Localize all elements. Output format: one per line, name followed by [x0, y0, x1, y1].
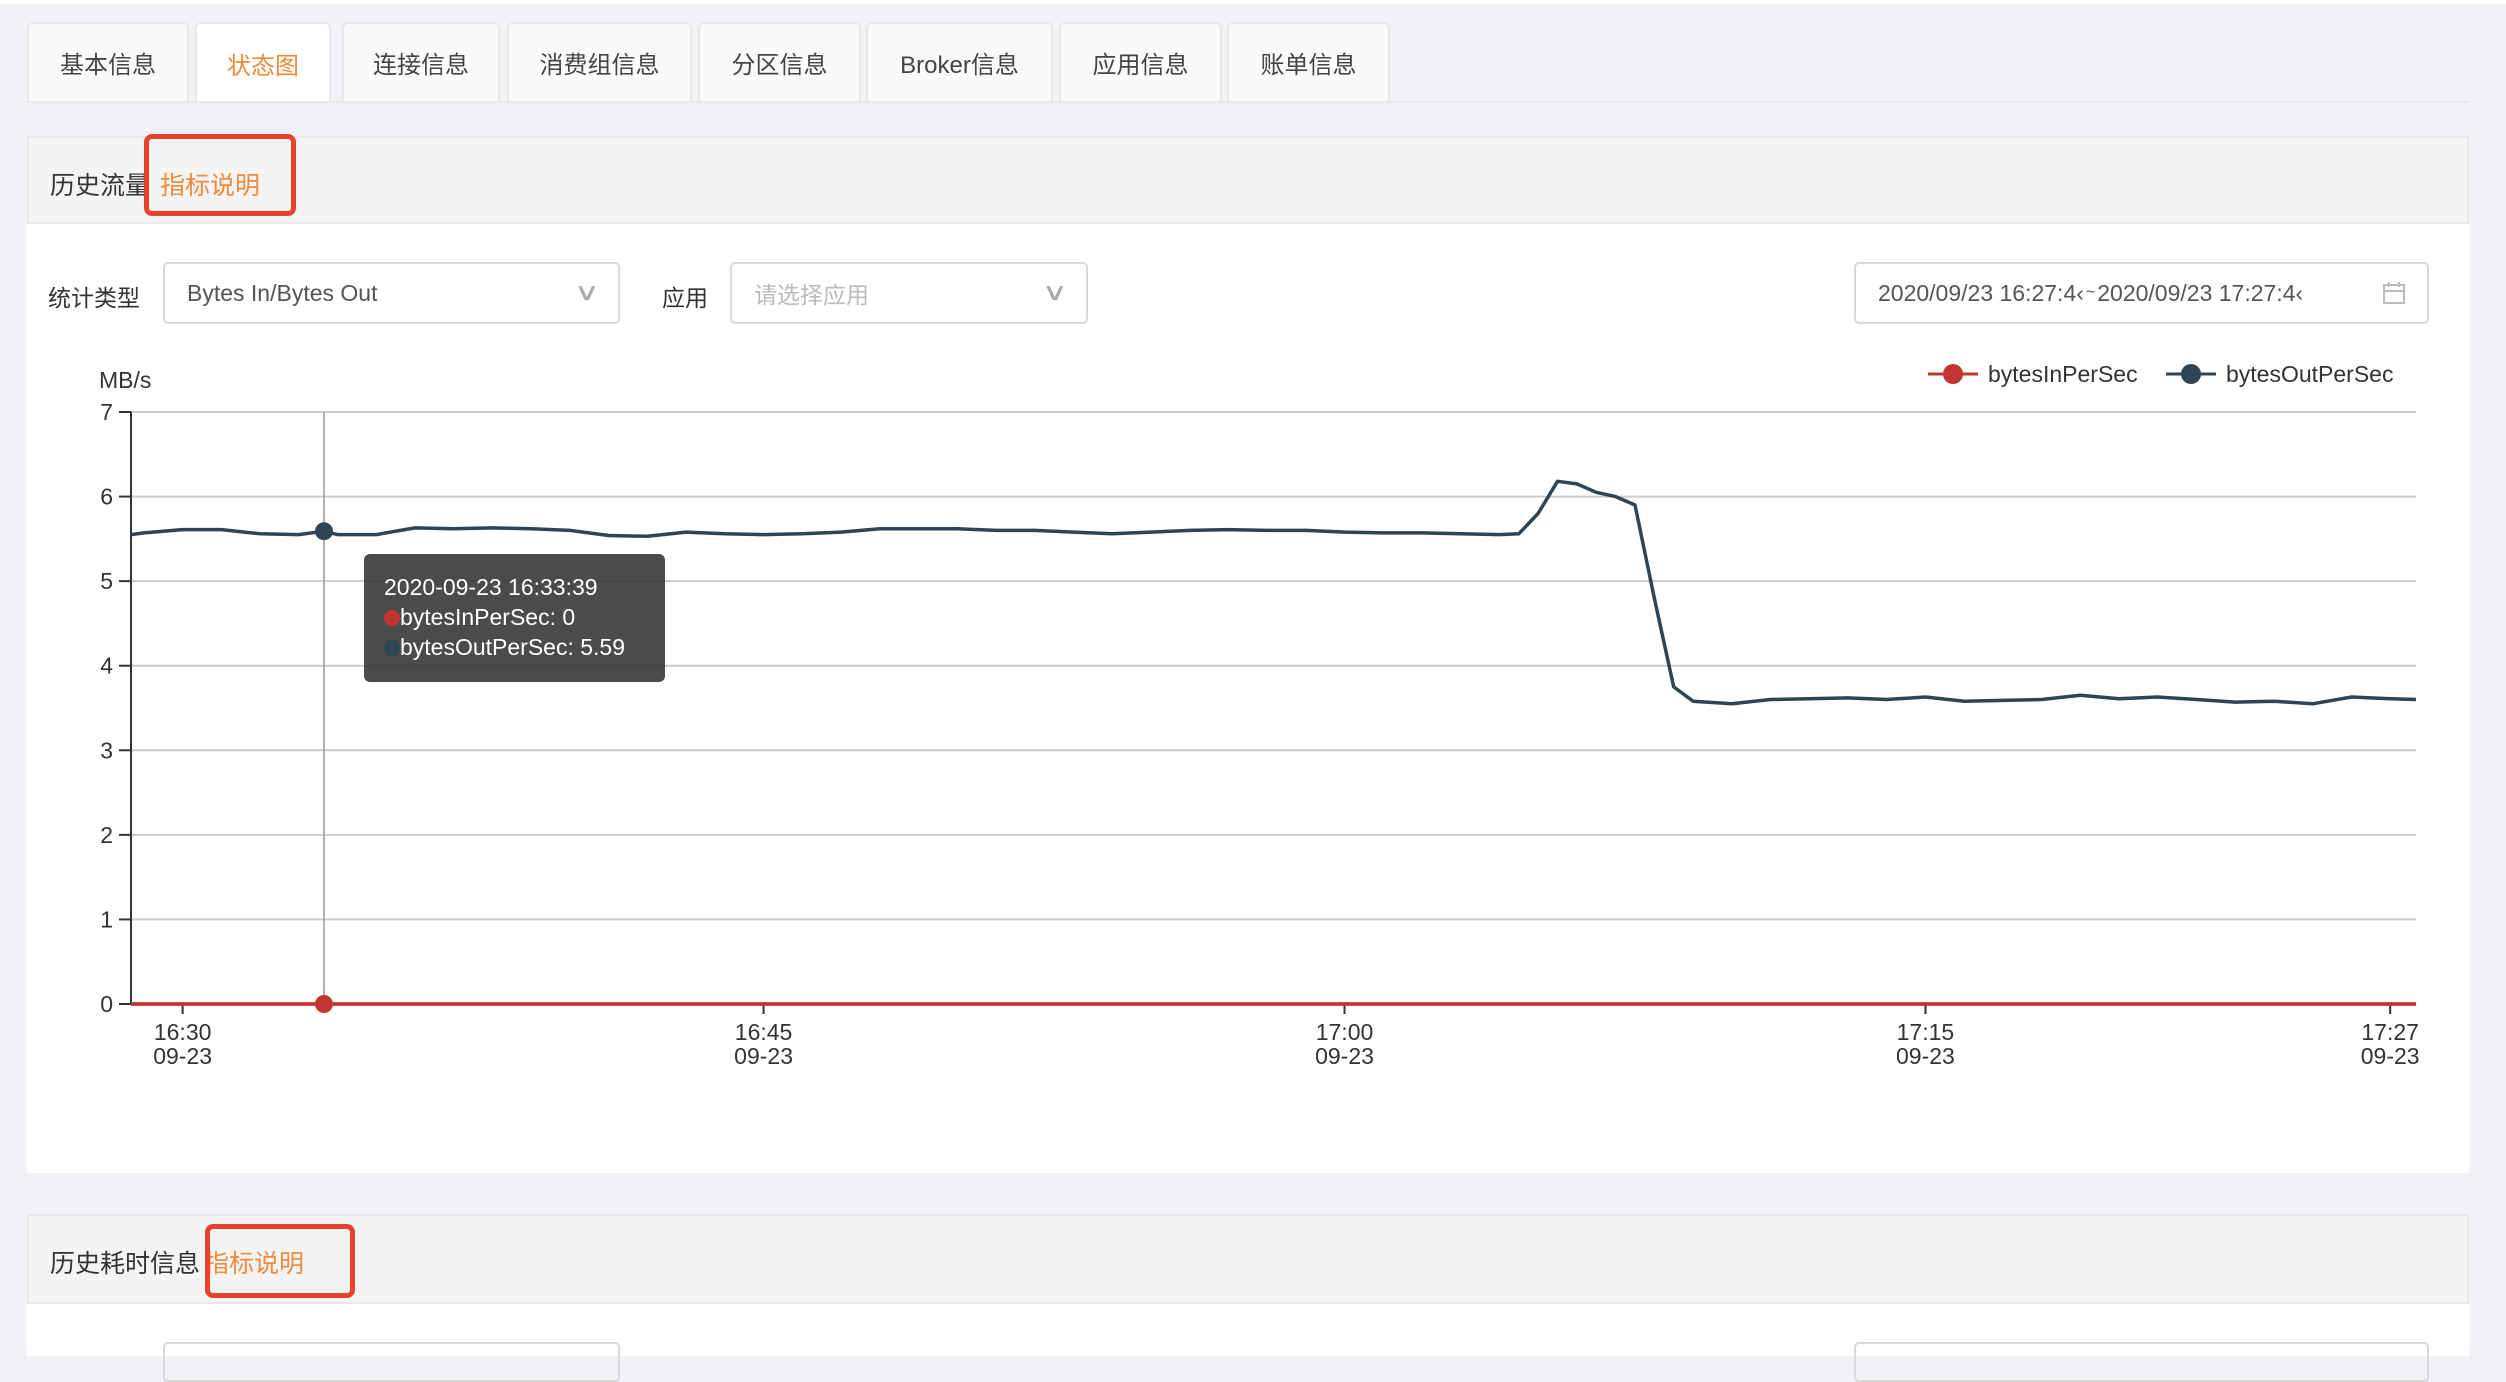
x-tick-label: 17:27 [2361, 1019, 2419, 1045]
tab-connection-info[interactable]: 连接信息 [342, 22, 500, 101]
top-bar [0, 0, 2506, 4]
panel-header: 历史流量 指标说明 [27, 136, 2469, 224]
x-tick-date: 09-23 [1315, 1043, 1374, 1069]
x-tick-date: 09-23 [153, 1043, 212, 1069]
x-tick-date: 09-23 [1896, 1043, 1955, 1069]
traffic-line-chart: 01234567MB/s16:3009-2316:4509-2317:0009-… [99, 361, 2420, 1069]
tab-bill-info[interactable]: 账单信息 [1227, 22, 1390, 101]
chevron-down-icon: ∨ [1042, 279, 1069, 306]
x-tick-date: 09-23 [2361, 1043, 2420, 1069]
history-latency-panel: 历史耗时信息 指标说明 [27, 1214, 2469, 1382]
bytes-in-dot-icon [384, 610, 400, 626]
tab-app-info[interactable]: 应用信息 [1059, 22, 1222, 101]
series-line-bytesOutPerSec [130, 479, 2417, 706]
chevron-down-icon: ∨ [574, 279, 601, 306]
legend-dot-icon [1943, 364, 1963, 384]
y-tick-label: 5 [100, 568, 113, 594]
stat-type-select[interactable]: Bytes In/Bytes Out ∨ [163, 262, 620, 324]
highlight-box [205, 1224, 355, 1298]
highlight-box [144, 134, 296, 216]
y-tick-label: 7 [100, 399, 113, 425]
y-axis-label: MB/s [99, 367, 151, 393]
tab-partition-info[interactable]: 分区信息 [698, 22, 861, 101]
app-label: 应用 [662, 285, 708, 311]
date-start[interactable]: 2020/09/23 16:27:4‹ [1878, 279, 2084, 306]
y-tick-label: 0 [100, 991, 113, 1017]
metric-help-link[interactable]: 指标说明 [160, 172, 261, 200]
calendar-icon [2383, 282, 2405, 304]
x-tick-label: 17:00 [1316, 1019, 1374, 1045]
stat-type-label: 统计类型 [48, 285, 140, 311]
panel-header: 历史耗时信息 指标说明 [27, 1214, 2469, 1304]
y-tick-label: 2 [100, 822, 113, 848]
tooltip-bytes-out: bytesOutPerSec: 5.59 [400, 634, 626, 660]
x-tick-label: 16:30 [154, 1019, 212, 1045]
tab-broker-info[interactable]: Broker信息 [866, 22, 1053, 101]
legend-item[interactable]: bytesOutPerSec [2226, 361, 2393, 387]
panel-title: 历史耗时信息 [50, 1250, 201, 1278]
chart-tooltip: 2020-09-23 16:33:39 bytesInPerSec: 0 byt… [364, 554, 665, 682]
tab-consumer-group-info[interactable]: 消费组信息 [507, 22, 692, 101]
tooltip-bytes-in: bytesInPerSec: 0 [400, 604, 576, 630]
x-tick-label: 16:45 [735, 1019, 793, 1045]
date-separator: ~ [2085, 284, 2096, 301]
app-placeholder: 请选择应用 [754, 282, 869, 308]
y-tick-label: 1 [100, 906, 113, 932]
tab-basic-info[interactable]: 基本信息 [27, 22, 189, 101]
date-end[interactable]: 2020/09/23 17:27:4‹ [2097, 279, 2304, 306]
tab-status-chart[interactable]: 状态图 [195, 22, 331, 103]
stat-type-value: Bytes In/Bytes Out [187, 279, 378, 306]
bytes-out-dot-icon [384, 640, 400, 656]
x-tick-date: 09-23 [734, 1043, 793, 1069]
legend-dot-icon [2181, 364, 2201, 384]
y-tick-label: 4 [100, 653, 113, 679]
panel-title: 历史流量 [50, 172, 151, 200]
y-tick-label: 6 [100, 484, 113, 510]
metric-help-link[interactable]: 指标说明 [204, 1250, 305, 1278]
app-select[interactable]: 请选择应用 ∨ [730, 262, 1088, 324]
tab-divider [27, 101, 2469, 103]
date-range-picker[interactable] [1854, 1342, 2429, 1382]
y-tick-label: 3 [100, 737, 113, 763]
highlight-point-bytesOutPerSec [314, 522, 333, 541]
legend-item[interactable]: bytesInPerSec [1988, 361, 2138, 387]
x-tick-label: 17:15 [1897, 1019, 1955, 1045]
tooltip-time: 2020-09-23 16:33:39 [384, 574, 598, 600]
stat-type-select[interactable] [163, 1342, 620, 1382]
date-range-picker[interactable]: 2020/09/23 16:27:4‹ ~2020/09/23 17:27:4‹ [1854, 262, 2429, 324]
